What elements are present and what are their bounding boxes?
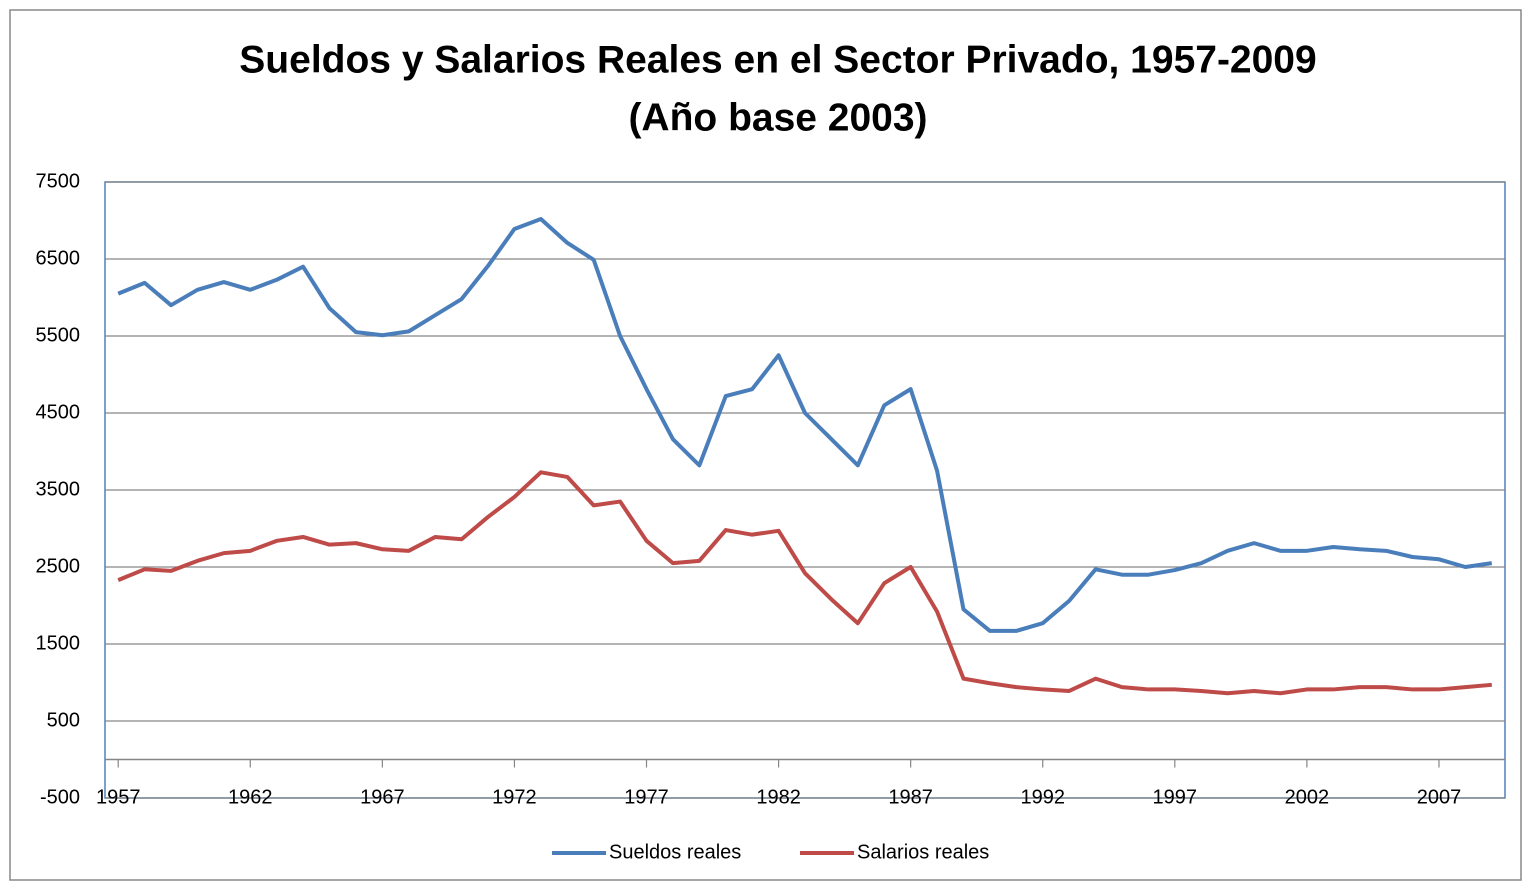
chart-frame — [9, 9, 1522, 881]
x-tick-label: 1997 — [1153, 786, 1198, 808]
series-line — [117, 470, 1492, 696]
y-tick-label: 2500 — [36, 555, 81, 577]
y-tick-label: 4500 — [36, 401, 81, 423]
x-tick-label: 1962 — [228, 786, 273, 808]
x-tick-label: 1992 — [1020, 786, 1065, 808]
y-tick-label: -500 — [40, 786, 80, 808]
x-tick-label: 1987 — [888, 786, 933, 808]
chart-title: Sueldos y Salarios Reales en el Sector P… — [239, 38, 1316, 81]
x-tick-label: 2002 — [1285, 786, 1330, 808]
x-tick-label: 1957 — [96, 786, 141, 808]
y-tick-label: 500 — [47, 709, 80, 731]
y-tick-label: 6500 — [36, 247, 81, 269]
chart-subtitle: (Año base 2003) — [628, 96, 927, 139]
y-tick-label: 7500 — [36, 170, 81, 192]
x-tick-label: 2007 — [1417, 786, 1462, 808]
x-tick-label: 1967 — [360, 786, 405, 808]
x-tick-label: 1982 — [756, 786, 801, 808]
x-tick-label: 1972 — [492, 786, 537, 808]
legend-label: Sueldos reales — [609, 841, 741, 863]
x-tick-label: 1977 — [624, 786, 669, 808]
y-tick-label: 3500 — [36, 478, 81, 500]
y-tick-label: 1500 — [36, 632, 81, 654]
legend-label: Salarios reales — [857, 841, 989, 863]
series-line — [117, 216, 1493, 633]
y-tick-label: 5500 — [36, 324, 81, 346]
